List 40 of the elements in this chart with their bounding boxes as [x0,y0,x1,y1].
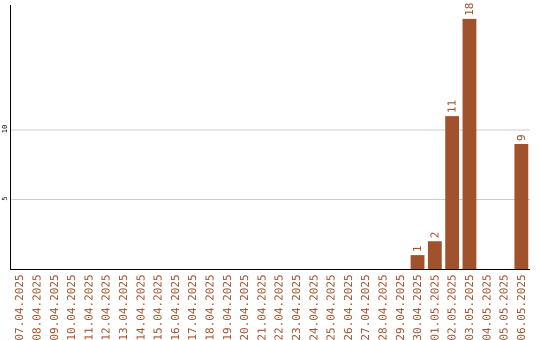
x-tick-label: 29.04.2025 [394,274,407,340]
x-tick-label: 25.04.2025 [324,274,338,340]
x-tick-label: 09.04.2025 [48,274,61,340]
data-label: 1 [411,245,424,252]
x-tick-label: 22.04.2025 [272,274,286,340]
x-tick-label: 24.04.2025 [307,274,320,340]
data-label: 11 [446,100,459,114]
data-label: 18 [462,2,476,16]
x-tick-label: 11.04.2025 [82,274,96,340]
x-tick-label: 14.04.2025 [134,274,148,340]
x-tick-label: 20.04.2025 [238,274,252,340]
x-tick-label: 05.05.2025 [498,274,511,340]
x-tick-label: 15.04.2025 [152,274,165,340]
x-tick-label: 23.04.2025 [290,274,304,340]
bar [462,18,476,269]
x-tick-label: 10.04.2025 [65,274,78,340]
bar [514,144,528,269]
x-tick-label: 18.04.2025 [204,274,217,340]
x-tick-label: 27.04.2025 [359,274,372,340]
bar [428,241,442,269]
x-tick-label: 04.05.2025 [480,274,494,340]
x-tick-label: 01.05.2025 [428,274,442,340]
x-tick-label: 06.05.2025 [514,274,528,340]
x-tick-label: 26.04.2025 [342,274,355,340]
x-tick-label: 28.04.2025 [376,274,390,340]
bar [445,116,460,269]
x-tick-label: 02.05.2025 [446,274,459,340]
x-tick-label: 13.04.2025 [117,274,130,340]
x-tick-label: 30.04.2025 [411,274,424,340]
x-tick-label: 07.04.2025 [13,274,26,340]
data-label: 9 [514,134,528,141]
x-tick-label: 12.04.2025 [100,274,113,340]
x-tick-label: 16.04.2025 [168,274,182,340]
data-label: 2 [428,232,442,238]
x-tick-label: 03.05.2025 [463,274,476,340]
bar [410,255,424,269]
x-tick-label: 21.04.2025 [255,274,268,340]
x-tick-label: 17.04.2025 [186,274,200,340]
x-tick-label: 08.04.2025 [30,274,44,340]
x-tick-label: 19.04.2025 [220,274,234,340]
